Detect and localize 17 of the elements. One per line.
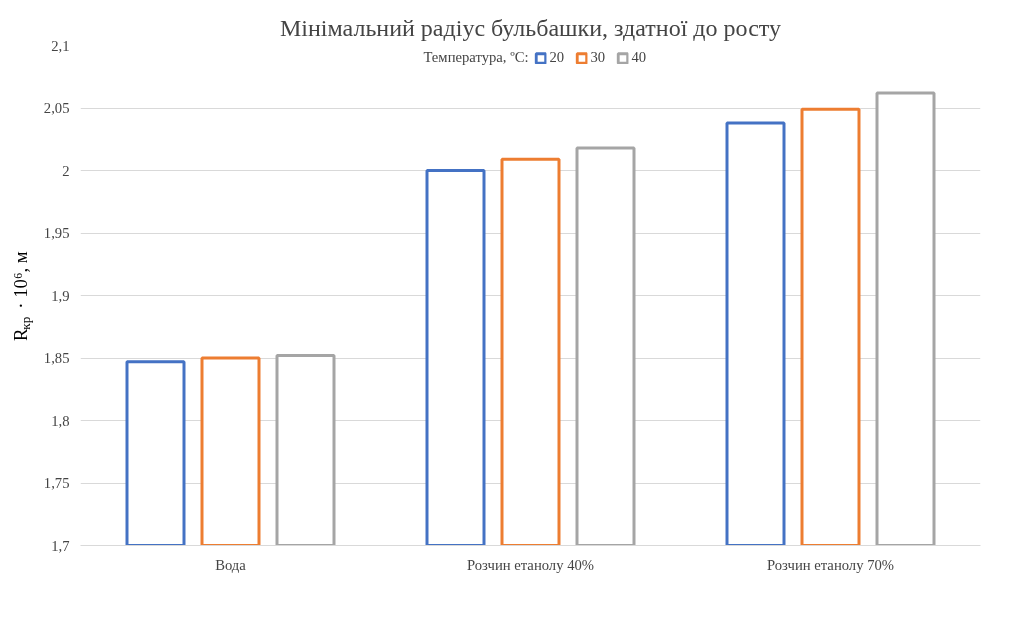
y-tick-label: 1,85 [43, 350, 70, 366]
y-tick-label: 2,1 [51, 37, 70, 54]
legend-title: Температура, ºС: [423, 49, 529, 66]
y-tick-label: 1,75 [43, 475, 70, 491]
x-tick-label: Розчин етанолу 70% [766, 556, 895, 573]
x-tick-label: Розчин етанолу 40% [466, 556, 595, 573]
legend-label: 20 [549, 49, 566, 66]
y-tick-label: 2,05 [43, 100, 70, 116]
x-tick-label: Вода [215, 556, 247, 573]
chart-title: Мінімальний радіус бульбашки, здатної до росту [280, 14, 781, 41]
y-tick-label: 2 [62, 162, 70, 179]
y-tick-label: 1,9 [51, 287, 70, 304]
legend-label: 40 [631, 49, 648, 66]
y-tick-label: 1,7 [51, 537, 70, 554]
legend-label: 30 [590, 49, 607, 66]
y-tick-label: 1,8 [51, 412, 70, 429]
y-tick-label: 1,95 [43, 225, 70, 241]
